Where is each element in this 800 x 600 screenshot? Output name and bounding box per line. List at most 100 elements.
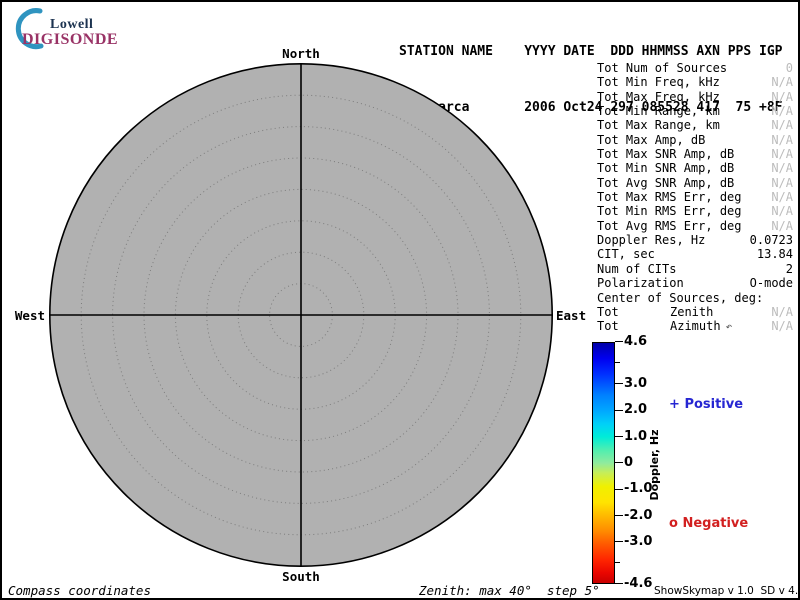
- colorbar-minor-tick: [615, 562, 620, 564]
- stat-value: 13.84: [756, 247, 793, 262]
- colorbar-tick-label: 0: [624, 455, 634, 470]
- colorbar-tick-label: 2.0: [624, 402, 648, 418]
- legend-negative-label: Negative: [682, 516, 749, 531]
- logo-digisonde-text: DIGISONDE: [22, 31, 119, 48]
- colorbar-gradient: [592, 342, 615, 584]
- compass-label-west: West: [14, 308, 45, 323]
- stat-row: Tot Min RMS Err, deg N/A: [597, 204, 793, 218]
- stat-label: Tot Max Range, km: [597, 118, 720, 133]
- stat-value: N/A: [771, 118, 793, 133]
- stat-label: Tot Min Freq, kHz: [597, 75, 720, 90]
- colorbar-axis-label: Doppler, Hz: [648, 429, 661, 501]
- colorbar-major-tick: [615, 383, 623, 385]
- stat-row: Tot Max Amp, dB N/A: [597, 133, 793, 147]
- doppler-colorbar: 4.6 3.0 2.0 1.0 0 -1.0 -2.0 -3.0 -4.6: [592, 334, 798, 591]
- logo-lowell-text: Lowell: [50, 17, 94, 32]
- station-header-columns: STATION NAME YYYY DATE DDD HHMMSS AXN PP…: [399, 44, 783, 59]
- stat-value: N/A: [771, 104, 793, 119]
- colorbar-major-tick: [615, 462, 623, 464]
- legend-positive: + Positive: [669, 397, 743, 412]
- stat-row: Tot Avg RMS Err, deg N/A: [597, 219, 793, 233]
- zenith-range-label: Zenith: max 40° step 5°: [419, 583, 600, 598]
- stat-value: N/A: [771, 190, 793, 205]
- stats-panel: Tot Num of Sources 0 Tot Min Freq, kHz N/A T…: [597, 61, 793, 334]
- stat-row: Tot Max RMS Err, deg N/A: [597, 190, 793, 204]
- stat-label: Tot: [597, 304, 619, 319]
- colorbar-major-tick: [615, 514, 623, 516]
- station-header: STATION NAME YYYY DATE DDD HHMMSS AXN PP…: [399, 6, 783, 154]
- stat-sublabel: Azimuth ↶: [670, 319, 733, 334]
- stat-row: Tot Num of Sources 0: [597, 61, 793, 75]
- stat-label: Tot Min SNR Amp, dB: [597, 161, 735, 176]
- stat-value: 2: [785, 261, 793, 276]
- stat-row: Num of CITs 2: [597, 262, 793, 276]
- colorbar-major-tick: [615, 435, 623, 437]
- stat-row: CIT, sec 13.84: [597, 247, 793, 261]
- stat-label: Tot Max RMS Err, deg: [597, 190, 742, 205]
- colorbar-tick-label: -1.0: [624, 481, 653, 497]
- plus-icon: +: [669, 397, 680, 412]
- stat-value: N/A: [771, 175, 793, 190]
- colorbar-major-tick: [615, 583, 623, 585]
- stat-value: N/A: [771, 204, 793, 219]
- stat-value: O-mode: [749, 276, 793, 291]
- colorbar-tick-label: 1.0: [624, 428, 648, 444]
- stat-label: Center of Sources, deg:: [597, 290, 764, 305]
- colorbar-major-tick: [615, 541, 623, 543]
- stat-value: N/A: [771, 218, 793, 233]
- stat-row: Tot Azimuth ↶ N/A: [597, 319, 793, 333]
- stat-row: Center of Sources, deg:: [597, 291, 793, 305]
- circle-icon: o: [669, 516, 678, 531]
- stat-value: N/A: [771, 147, 793, 162]
- colorbar-major-tick: [615, 409, 623, 411]
- stat-label: Tot: [597, 319, 619, 334]
- mouse-cursor-glyph: ↶: [725, 320, 733, 334]
- stat-label: Polarization: [597, 276, 684, 291]
- stat-label: Doppler Res, Hz: [597, 233, 706, 248]
- stat-row: Doppler Res, Hz 0.0723: [597, 233, 793, 247]
- colorbar-tick-label: -4.6: [624, 576, 653, 591]
- skymap-polar-plot: [49, 63, 553, 567]
- stat-label: Tot Num of Sources: [597, 61, 728, 75]
- colorbar-tick-label: 3.0: [624, 376, 648, 392]
- coordinates-mode-label: Compass coordinates: [8, 583, 151, 598]
- colorbar-minor-tick: [615, 362, 620, 364]
- stat-label: Tot Min RMS Err, deg: [597, 204, 742, 219]
- stat-value: N/A: [771, 319, 793, 334]
- stat-row: Tot Avg SNR Amp, dB N/A: [597, 176, 793, 190]
- compass-label-east: East: [556, 308, 587, 323]
- colorbar-tick-label: -2.0: [624, 507, 653, 523]
- legend-negative: o Negative: [669, 516, 748, 531]
- stat-label: Num of CITs: [597, 261, 677, 276]
- compass-label-north: North: [282, 46, 320, 61]
- stat-row: Tot Max Freq, kHz N/A: [597, 90, 793, 104]
- stat-value: N/A: [771, 132, 793, 147]
- stat-row: Tot Min Freq, kHz N/A: [597, 75, 793, 89]
- digisonde-logo: Lowell DIGISONDE: [10, 7, 120, 51]
- version-label: ShowSkymap v 1.0 SD v 4.2: [654, 585, 800, 597]
- colorbar-major-tick: [615, 488, 623, 490]
- stat-label: Tot Avg SNR Amp, dB: [597, 175, 735, 190]
- colorbar-tick-label: -3.0: [624, 533, 653, 549]
- stat-value: N/A: [771, 89, 793, 104]
- stat-row: Tot Min SNR Amp, dB N/A: [597, 161, 793, 175]
- stat-label: CIT, sec: [597, 247, 655, 262]
- stat-value: N/A: [771, 161, 793, 176]
- stat-value: N/A: [771, 75, 793, 90]
- stat-value: 0.0723: [749, 233, 793, 248]
- stat-row: Tot Zenith N/A: [597, 305, 793, 319]
- stat-row: Tot Max SNR Amp, dB N/A: [597, 147, 793, 161]
- colorbar-major-tick: [615, 341, 623, 343]
- stat-sublabel: Zenith: [670, 304, 714, 319]
- stat-label: Tot Max Freq, kHz: [597, 89, 720, 104]
- stat-value: 0: [785, 61, 793, 75]
- stat-value: N/A: [771, 304, 793, 319]
- stat-label: Tot Min Range, km: [597, 104, 720, 119]
- stat-row: Tot Min Range, km N/A: [597, 104, 793, 118]
- logo-arc-icon: [15, 8, 44, 50]
- stat-label: Tot Max SNR Amp, dB: [597, 147, 735, 162]
- stat-label: Tot Avg RMS Err, deg: [597, 218, 742, 233]
- stat-row: Polarization O-mode: [597, 276, 793, 290]
- compass-label-south: South: [282, 569, 320, 584]
